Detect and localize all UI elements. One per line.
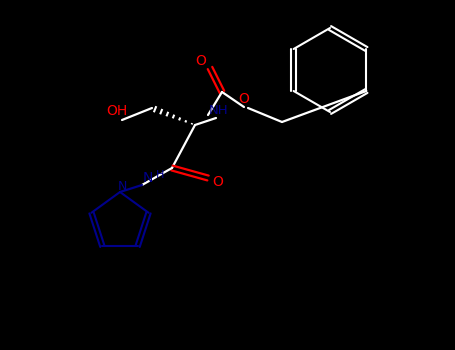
Text: N: N	[143, 171, 153, 185]
Text: O: O	[196, 54, 207, 68]
Text: H: H	[156, 170, 164, 180]
Text: NH: NH	[209, 105, 229, 118]
Text: N: N	[117, 181, 126, 194]
Text: OH: OH	[106, 104, 127, 118]
Text: O: O	[238, 92, 249, 106]
Text: O: O	[212, 175, 223, 189]
